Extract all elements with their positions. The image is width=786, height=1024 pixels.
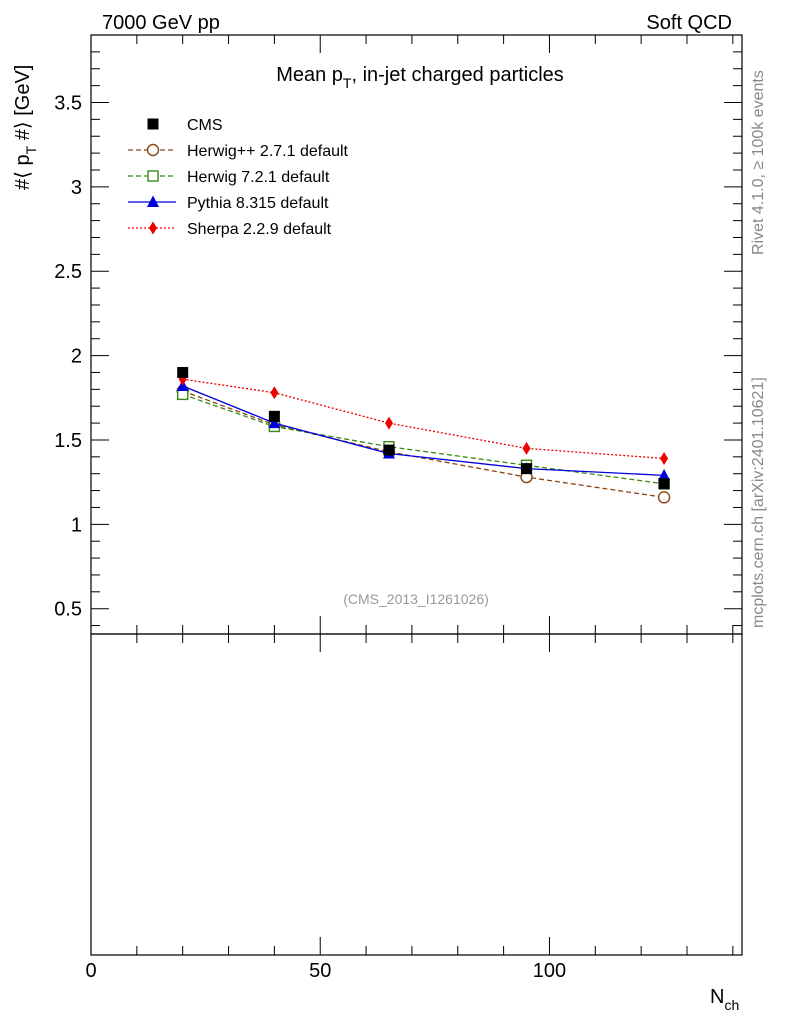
legend-marker — [147, 170, 159, 182]
data-point — [522, 441, 531, 455]
x-tick-labels: 0 50 100 — [85, 960, 566, 982]
plot-title-subscript: T — [343, 75, 352, 91]
data-point — [384, 416, 393, 430]
mcplots-label: mcplots.cern.ch [arXiv:2401.10621] — [750, 377, 767, 628]
y-tick-label: 3.5 — [54, 92, 82, 114]
data-point — [658, 478, 670, 490]
legend-label: CMS — [187, 117, 223, 134]
data-point — [270, 386, 279, 400]
legend-label: Pythia 8.315 default — [187, 195, 329, 212]
x-axis-label-subscript: ch — [724, 997, 739, 1013]
series-layer — [176, 366, 671, 504]
plot-title-main: Mean p — [276, 64, 343, 86]
legend-item: Pythia 8.315 default — [128, 195, 329, 212]
y-tick-label: 3 — [71, 177, 82, 199]
y-axis-label: #⟨ pT #⟩ [GeV] — [12, 65, 39, 190]
legend: CMS Herwig++ 2.7.1 default Herwig 7.2.1 de… — [128, 117, 349, 238]
axis-ticks — [90, 34, 742, 955]
data-point — [268, 416, 281, 429]
legend-label: Herwig++ 2.7.1 default — [187, 143, 349, 160]
x-tick-label: 50 — [309, 960, 331, 982]
data-point — [658, 468, 671, 481]
series-3 — [176, 379, 671, 481]
x-axis-label: Nch — [710, 986, 739, 1013]
energy-label: 7000 GeV pp — [102, 12, 220, 34]
data-point — [268, 410, 280, 422]
plot-title: Mean pT, in-jet charged particles — [276, 64, 564, 91]
series-0 — [177, 366, 670, 490]
y-tick-label: 2 — [71, 346, 82, 368]
x-axis-label-main: N — [710, 986, 724, 1008]
plot-title-rest: , in-jet charged particles — [351, 64, 563, 86]
x-tick-label: 0 — [85, 960, 96, 982]
legend-item: CMS — [147, 117, 223, 134]
ratio-plot-frame — [90, 633, 743, 956]
series-line — [182, 390, 665, 498]
legend-label: Sherpa 2.2.9 default — [187, 221, 332, 238]
y-axis-label-main: #⟨ p — [12, 154, 34, 190]
legend-item: Sherpa 2.2.9 default — [128, 221, 332, 238]
series-line — [182, 393, 665, 485]
category-label: Soft QCD — [646, 12, 732, 34]
y-tick-label: 1.5 — [54, 430, 82, 452]
data-point — [657, 491, 671, 504]
series-2 — [176, 388, 670, 490]
data-point — [177, 366, 189, 378]
legend-label: Herwig 7.2.1 default — [187, 169, 330, 186]
legend-marker — [146, 143, 160, 157]
legend-item: Herwig++ 2.7.1 default — [128, 143, 349, 160]
series-4 — [178, 372, 669, 466]
legend-marker — [149, 221, 157, 235]
x-tick-label: 100 — [533, 960, 566, 982]
series-line — [182, 378, 665, 460]
y-tick-label: 2.5 — [54, 261, 82, 283]
analysis-id: (CMS_2013_I1261026) — [343, 591, 489, 607]
y-axis-label-rest: #⟩ [GeV] — [12, 65, 34, 146]
rivet-label: Rivet 4.1.0, ≥ 100k events — [750, 70, 767, 255]
data-point — [383, 444, 395, 456]
y-tick-labels: 0.5 1 1.5 2 2.5 3 3.5 — [54, 92, 82, 620]
series-1 — [176, 384, 671, 504]
y-tick-label: 1 — [71, 514, 82, 536]
y-tick-label: 0.5 — [54, 599, 82, 621]
y-axis-label-subscript: T — [23, 145, 39, 154]
legend-marker — [147, 195, 159, 207]
legend-marker — [147, 118, 159, 130]
data-point — [660, 452, 669, 466]
legend-item: Herwig 7.2.1 default — [128, 169, 330, 186]
series-line — [182, 385, 665, 477]
data-point — [521, 463, 533, 475]
